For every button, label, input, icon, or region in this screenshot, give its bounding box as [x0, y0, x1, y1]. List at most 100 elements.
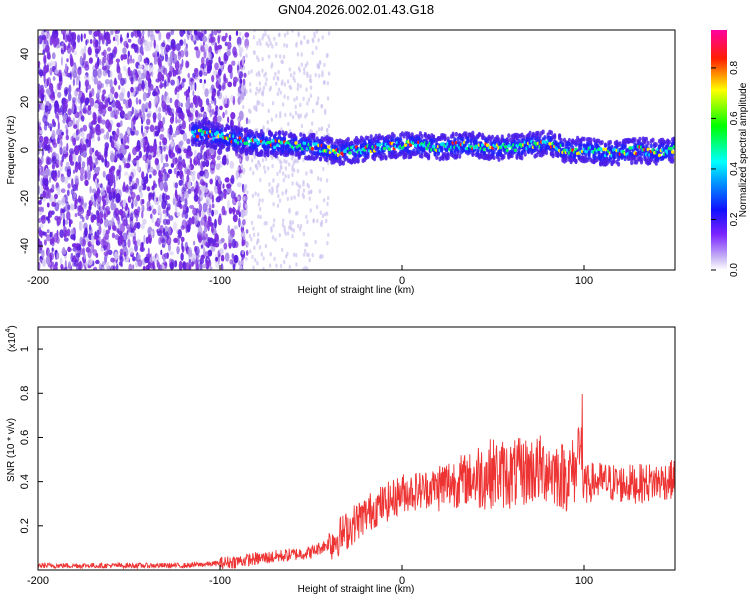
spectrogram-cell [144, 256, 150, 263]
spectrogram-cell [45, 100, 50, 106]
spectrogram-cell [80, 33, 83, 42]
spectrogram-cell [102, 65, 107, 71]
spectrogram-cell [230, 174, 235, 185]
spectrogram-cell [115, 109, 120, 115]
spectrogram-cell [122, 199, 126, 208]
spectrogram-cell [122, 53, 128, 60]
spectrogram-cell [187, 181, 190, 190]
spectrogram-cell [90, 134, 93, 140]
spectrogram-cell [175, 129, 179, 136]
spectrogram-cell [211, 225, 214, 234]
spectrogram-cell [67, 261, 72, 270]
spectrogram-cell [319, 177, 323, 182]
spectrogram-cell [558, 133, 562, 139]
spectrogram-cell [204, 251, 210, 258]
spectrogram-cell [217, 184, 222, 189]
spectrogram-cell [241, 166, 244, 171]
spectrogram-cell [188, 217, 192, 227]
spectrogram-cell [93, 77, 99, 85]
spectrogram-cell [214, 218, 217, 229]
spectrogram-cell [166, 207, 169, 217]
spectrogram-cell [248, 233, 252, 239]
spectrogram-cell [112, 203, 117, 211]
spectrogram-cell [280, 165, 283, 170]
spectrogram-cell [46, 202, 50, 208]
spectrogram-cell [70, 252, 74, 263]
spectrogram-cell [289, 222, 292, 227]
spectrogram-cell [113, 46, 118, 55]
spectrogram-cell [122, 98, 127, 105]
spectrogram-cell [47, 138, 52, 144]
spectrogram-cell [315, 130, 318, 135]
spectrogram-cell [507, 133, 511, 139]
spectrogram-cell [237, 96, 241, 105]
spectrogram-cell [241, 250, 245, 255]
spectrogram-cell [265, 220, 268, 226]
spectrogram-cell [116, 153, 121, 158]
spectrogram-heatmap [38, 30, 675, 270]
spectrogram-cell [295, 41, 298, 47]
spectrogram-cell [257, 192, 260, 198]
spectrogram-cell [302, 150, 306, 156]
spectrogram-cell [227, 81, 232, 88]
spectrogram-cell [142, 265, 146, 270]
spectrogram-cell [291, 181, 294, 186]
spectrogram-cell [85, 39, 88, 46]
spectrogram-cell [427, 154, 431, 160]
spectrogram-cell [200, 254, 205, 260]
spectrogram-cell [238, 47, 244, 53]
spectrogram-cell [66, 165, 72, 174]
spectrogram-cell [252, 226, 255, 231]
spectrogram-cell [103, 251, 109, 257]
spectrogram-cell [242, 219, 246, 226]
spectrogram-cell [88, 137, 91, 148]
spectrogram-cell [57, 170, 60, 178]
spectrogram-cell [194, 217, 199, 225]
spectrogram-cell [302, 231, 305, 237]
spectrogram-cell [265, 41, 268, 46]
spectrogram-cell [203, 71, 208, 76]
spectrogram-cell [320, 219, 324, 225]
spectrogram-cell [85, 213, 89, 221]
spectrogram-cell [91, 234, 94, 241]
spectrogram-cell [242, 65, 246, 71]
spectrogram-cell [189, 30, 193, 34]
spectrogram-cell [274, 237, 277, 242]
spectrogram-cell [103, 55, 107, 64]
spectrogram-cell [147, 78, 152, 88]
spectrogram-cell [87, 258, 93, 266]
spectrogram-cell [60, 175, 66, 183]
spectrogram-cell [114, 251, 118, 260]
spectrogram-cell [138, 150, 142, 159]
spectrogram-cell [62, 101, 68, 110]
spectrogram-cell [38, 200, 42, 205]
spectrogram-cell [42, 190, 47, 199]
spectrogram-cell [172, 221, 178, 231]
spectrogram-cell [71, 66, 77, 75]
spectrogram-cell [91, 87, 95, 97]
spectrogram-cell [169, 65, 174, 73]
spectrogram-cell [230, 112, 236, 120]
spectrogram-cell [252, 232, 256, 237]
spectrogram-cell [177, 107, 182, 114]
spectrogram-cell [320, 104, 323, 109]
spectrogram-cell [47, 123, 53, 129]
spectrogram-cell [556, 151, 560, 157]
spectrogram-cell [211, 91, 216, 97]
spectrogram-cell [71, 40, 76, 47]
spectrogram-cell [183, 38, 187, 46]
spectrogram-cell [132, 58, 135, 64]
spectrogram-cell [192, 72, 196, 79]
spectrogram-cell [277, 130, 282, 136]
spectrogram-cell [323, 62, 326, 68]
spectrogram-cell [158, 107, 162, 113]
spectrogram-cell [141, 124, 143, 135]
spectrogram-cell [277, 87, 281, 92]
spectrogram-cell [75, 252, 81, 258]
spectrogram-cell [296, 86, 299, 92]
spectrogram-cell [89, 97, 95, 107]
spectrogram-cell [255, 163, 258, 169]
spectrogram-cell [295, 96, 299, 101]
spectrogram-cell [162, 193, 168, 203]
spectrogram-cell [84, 100, 89, 106]
